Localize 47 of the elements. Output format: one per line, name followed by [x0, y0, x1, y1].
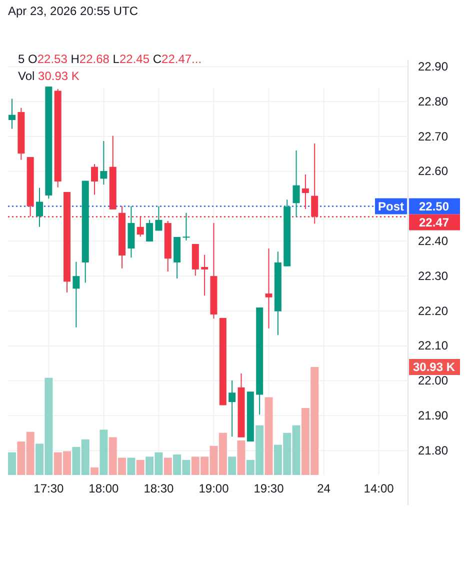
- bar: [127, 458, 136, 475]
- bar: [237, 440, 246, 475]
- text: 30.93 K: [412, 360, 456, 374]
- y-tick-label: 21.80: [418, 443, 448, 458]
- y-tick-label: 22.30: [418, 268, 448, 283]
- bar: [8, 452, 16, 475]
- candlestick: [265, 248, 272, 329]
- y-tick-label: 22.90: [418, 60, 448, 74]
- y-tick-label: 22.80: [418, 94, 448, 108]
- x-tick-label: 19:00: [198, 482, 230, 496]
- bar: [136, 460, 144, 475]
- candlestick: [228, 380, 236, 438]
- ref-line-label: 22.47: [418, 215, 450, 230]
- y-tick-label: 21.90: [418, 408, 448, 423]
- x-tick-label: 18:30: [144, 482, 174, 496]
- candlestick: [100, 140, 108, 186]
- candlestick: [146, 219, 154, 242]
- candlestick: [302, 174, 309, 210]
- text: Apr 23, 2026 20:55 UTC: [8, 4, 138, 18]
- bar: [90, 467, 99, 475]
- bar: [100, 430, 108, 475]
- x-tick-label: 17:30: [34, 482, 64, 496]
- bar: [164, 458, 172, 475]
- candlestick: [292, 150, 300, 218]
- chart-title: 5: [18, 52, 25, 66]
- candlestick: [201, 254, 208, 296]
- text: Post 22.50: [378, 199, 450, 214]
- candlestick: [8, 98, 16, 130]
- y-tick-label: 22.10: [418, 338, 448, 353]
- candlestick: [36, 187, 44, 228]
- candlestick: [155, 206, 162, 232]
- y-tick-label: 22.70: [418, 129, 448, 144]
- annotation: Vol 30.93 K: [18, 69, 80, 83]
- bar: [228, 456, 236, 475]
- candlestick: [72, 261, 80, 328]
- chart-subtitle: O22.53 H22.68 L22.45 C22.47...: [28, 52, 202, 66]
- bar: [264, 397, 273, 475]
- y-tick-label: 22.20: [418, 304, 448, 318]
- y-tick-label: 22.40: [418, 234, 448, 248]
- x-tick-label: 18:00: [88, 482, 120, 496]
- candlestick: [91, 164, 98, 196]
- x-tick-label: 24: [317, 482, 331, 496]
- x-tick-label: 14:00: [364, 482, 394, 496]
- y-tick-label: 22.60: [418, 164, 448, 178]
- x-tick-label: 19:30: [254, 482, 284, 496]
- y-tick-label: 22.00: [418, 374, 448, 388]
- candlestick: [182, 212, 190, 241]
